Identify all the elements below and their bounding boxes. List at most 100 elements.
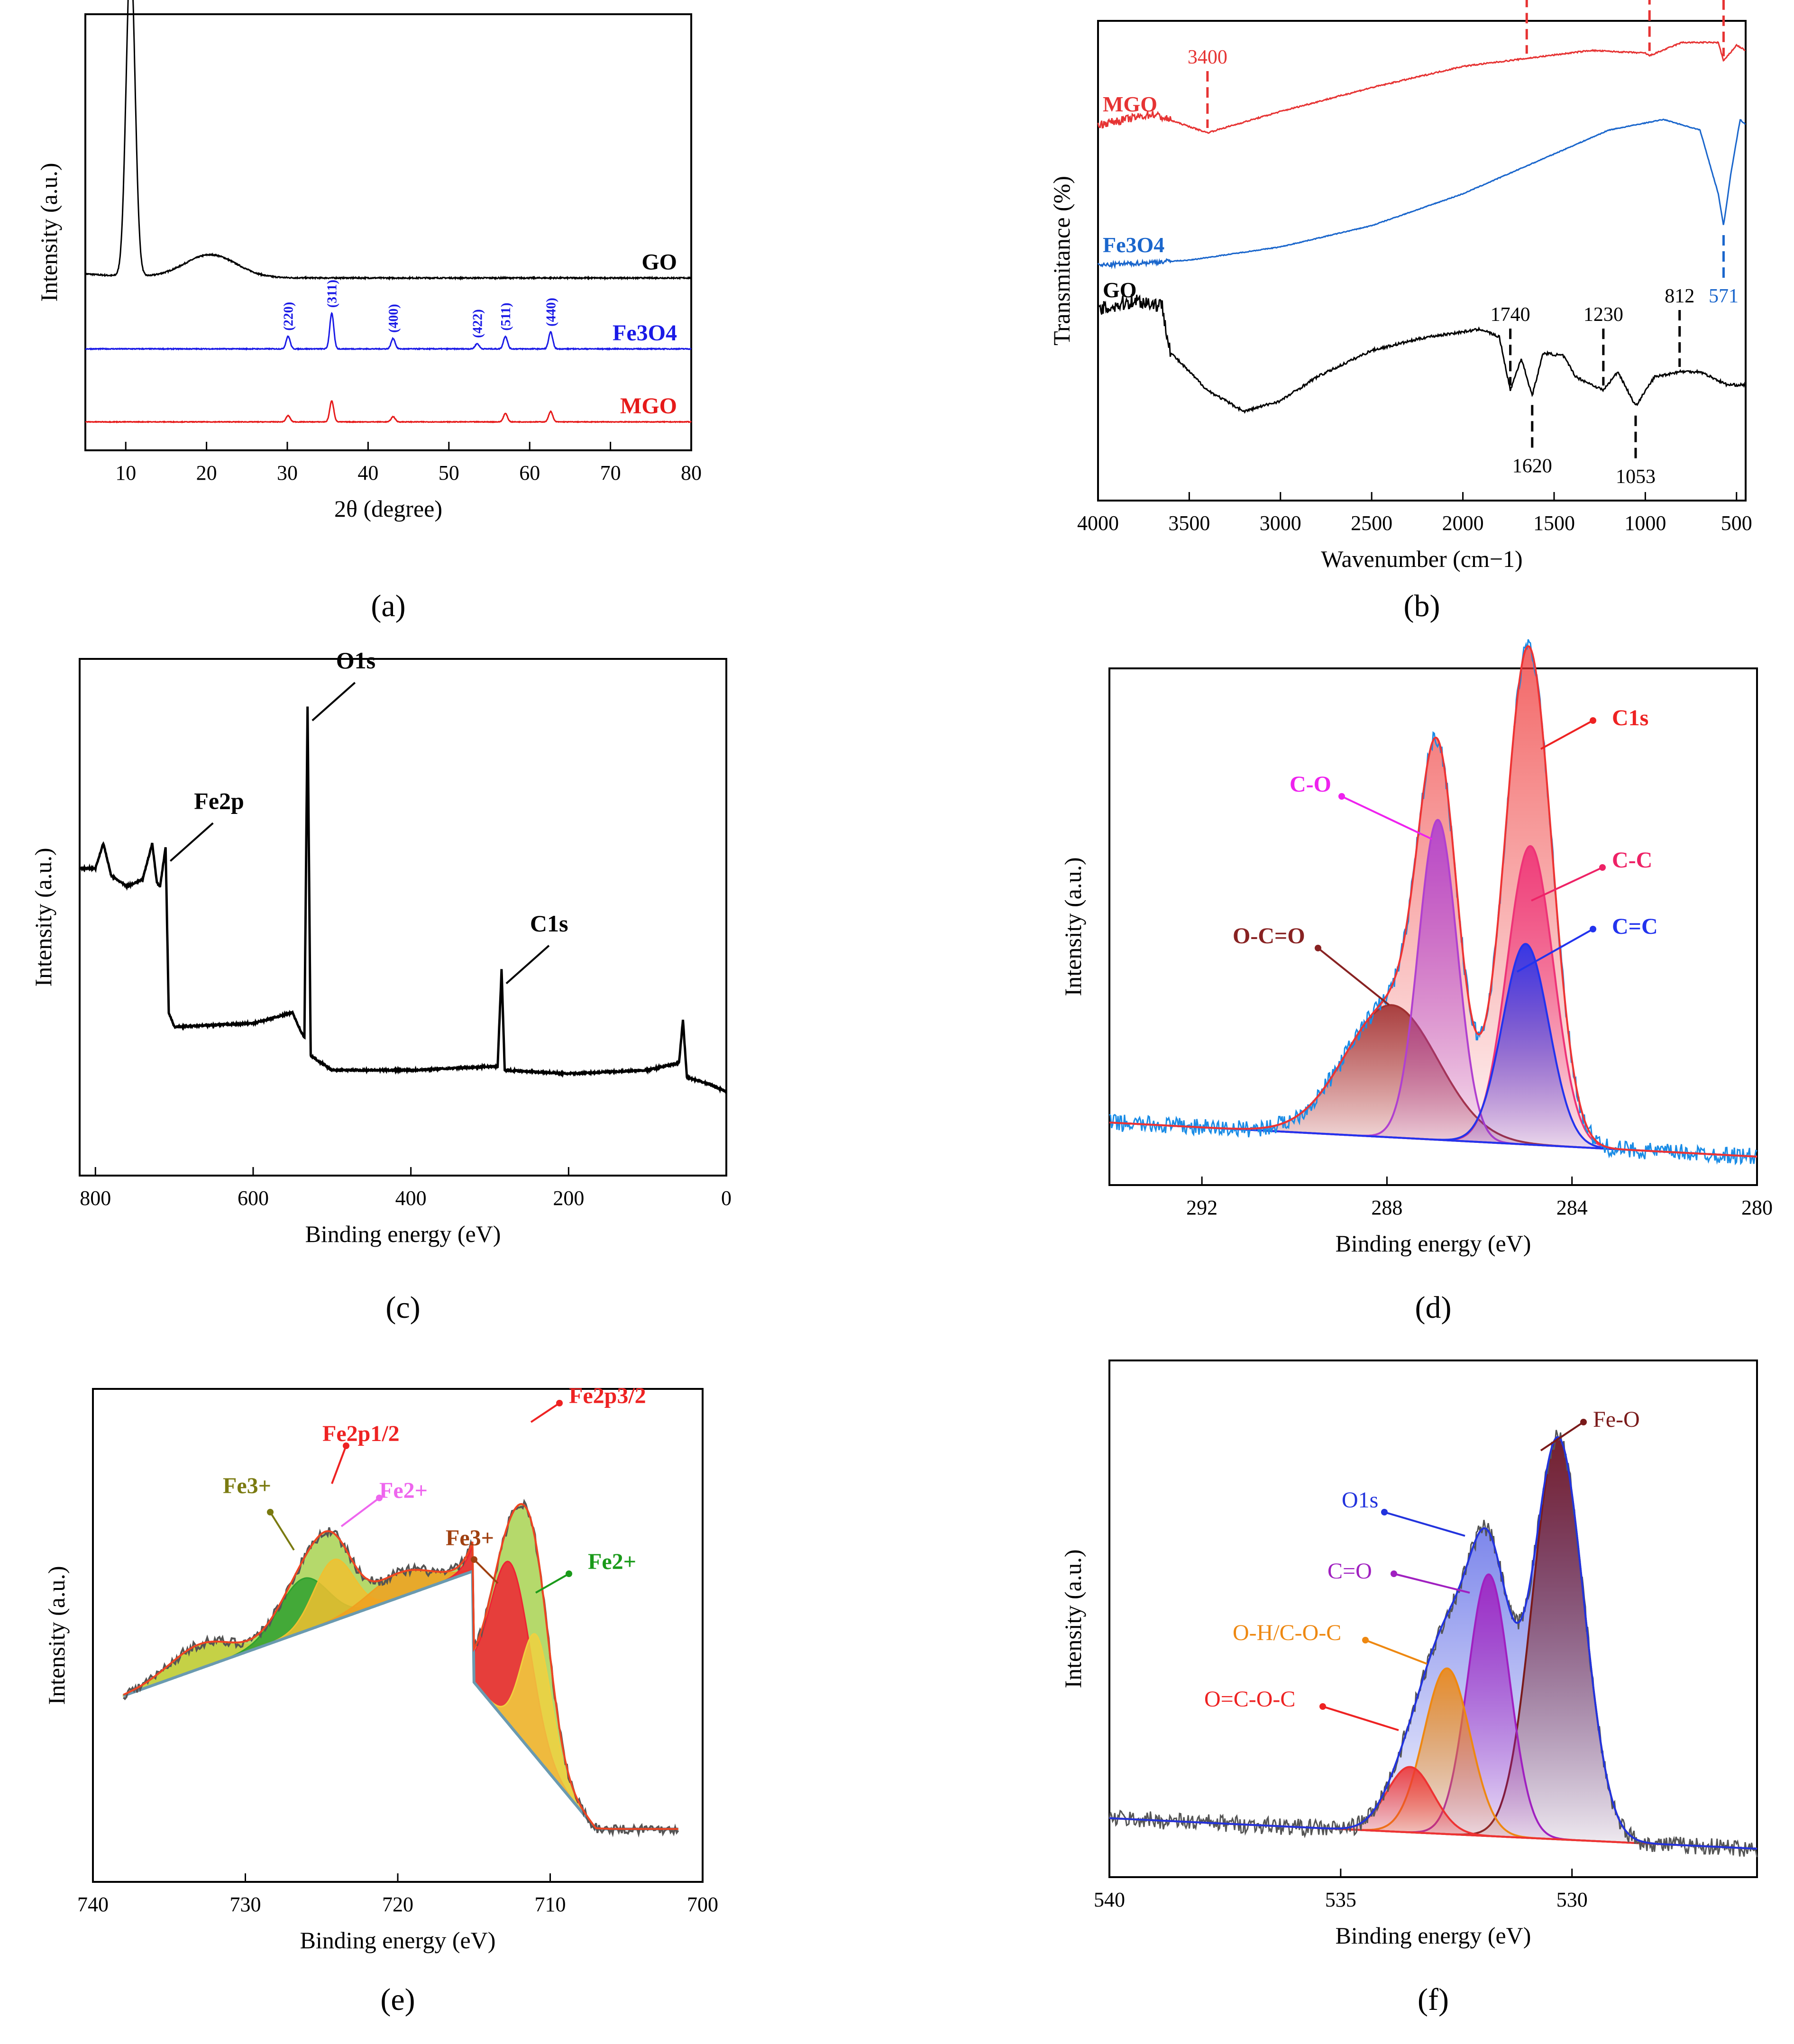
panel-d-plot-frame [1108, 667, 1758, 1186]
panel-e-label-pointer [473, 1559, 499, 1584]
panel-a-peak-label: (440) [544, 298, 559, 327]
panel-b-series-label: Fe3O4 [1103, 233, 1164, 257]
panel-e-component-label: Fe3+ [446, 1525, 494, 1551]
panel-e-label-pointer-head [376, 1495, 383, 1501]
panel-f-envelope-line [1109, 1436, 1757, 1850]
panel-d-x-tick-label: 288 [1371, 1196, 1402, 1219]
panel-f-label-pointer [1365, 1639, 1428, 1665]
panel-c-peak-pointer [169, 822, 214, 862]
panel-e-component-label: Fe2+ [588, 1549, 636, 1574]
panel-d-label-pointer [1531, 867, 1603, 902]
panel-e-label-pointer-head [267, 1509, 274, 1515]
panel-a-x-tick-label: 10 [115, 461, 136, 484]
panel-a-series-label: Fe3O4 [613, 320, 677, 346]
panel-a-x-tick-label: 50 [439, 461, 459, 484]
panel-d-label-pointer [1517, 928, 1593, 973]
panel-f-x-axis-label: Binding energy (eV) [1336, 1922, 1531, 1949]
panel-f-label-pointer [1540, 1421, 1584, 1451]
panel-e-fe2p-chart: 740 730 720 710 700 Binding energy (eV) Intens… [43, 1383, 718, 2017]
panel-b-x-tick-label: 500 [1721, 511, 1752, 535]
panel-f-label-pointer-head [1319, 1703, 1326, 1710]
panel-a-peak-label: (400) [386, 304, 401, 333]
panel-d-x-tick-label: 284 [1556, 1196, 1588, 1219]
panel-c-peak-label: O1s [336, 647, 375, 674]
panel-f-o1s-chart: 540 535 530 Binding energy (eV) Intensity (a… [1060, 1360, 1758, 2017]
panel-e-label-pointer [340, 1497, 380, 1527]
panel-a-series-go [84, 0, 692, 281]
panel-b-panel-caption: (b) [1404, 589, 1440, 623]
panel-d-envelope-line [1109, 645, 1757, 1158]
panel-b-marker-label: 1740 [1491, 304, 1530, 326]
panel-a-peak-label: (511) [499, 302, 513, 330]
panel-e-x-tick-label: 710 [535, 1893, 566, 1916]
panel-a-peak-label: (311) [325, 280, 340, 308]
panel-f-plot-frame [1108, 1360, 1758, 1878]
panel-a-x-tick-label: 30 [277, 461, 298, 484]
panel-e-x-tick-label: 700 [687, 1893, 718, 1916]
panel-a-panel-caption: (a) [371, 589, 405, 623]
panel-b-marker-label: 812 [1665, 285, 1694, 307]
panel-b-x-tick-label: 1500 [1533, 511, 1575, 535]
panel-d-label-pointer-head [1590, 717, 1596, 724]
panel-c-x-tick-label: 200 [553, 1186, 584, 1210]
panel-c-x-tick-label: 0 [721, 1186, 732, 1210]
panel-d-panel-caption: (d) [1415, 1290, 1452, 1325]
panel-e-label-pointer-head [556, 1400, 563, 1406]
panel-f-label-pointer [1322, 1706, 1399, 1731]
panel-d-label-pointer [1317, 947, 1390, 1006]
panel-b-x-tick-label: 3000 [1260, 511, 1301, 535]
panel-d-x-tick-label: 292 [1186, 1196, 1217, 1219]
panel-c-panel-caption: (c) [385, 1290, 420, 1325]
panel-d-x-axis-label: Binding energy (eV) [1336, 1230, 1531, 1257]
panel-e-x-tick-label: 740 [77, 1893, 109, 1916]
panel-d-component-label: C1s [1612, 705, 1648, 730]
panel-d-component-label: C-O [1290, 772, 1331, 797]
panel-a-x-tick-label: 80 [681, 461, 702, 484]
panel-a-series-label: MGO [620, 393, 677, 419]
panel-a-x-tick-label: 20 [196, 461, 217, 484]
panel-d-component-label: O-C=O [1233, 923, 1305, 949]
panel-a-x-axis-label: 2θ (degree) [334, 495, 442, 522]
panel-f-component-label: Fe-O [1593, 1407, 1640, 1432]
panel-a-x-tick-label: 40 [357, 461, 378, 484]
panel-b-marker-label: 1620 [1512, 455, 1552, 477]
panel-e-component-label: Fe2p3/2 [569, 1383, 646, 1408]
panel-f-component-label: C=O [1327, 1559, 1372, 1584]
panel-b-marker-label: 571 [1709, 285, 1739, 307]
panel-d-label-pointer-head [1315, 945, 1321, 951]
panel-b-plot-frame [1097, 20, 1747, 502]
panel-a-series-label: GO [641, 249, 677, 274]
panel-d-label-pointer [1540, 720, 1593, 750]
panel-c-peak-pointer [311, 682, 356, 721]
panel-d-label-pointer-head [1599, 864, 1606, 871]
panel-e-component-label: Fe2p1/2 [322, 1421, 400, 1446]
panel-e-panel-caption: (e) [380, 1982, 415, 2017]
panel-a-y-axis-label: Intensity (a.u.) [36, 163, 62, 302]
panel-e-component-label: Fe3+ [223, 1473, 271, 1498]
panel-f-x-tick-label: 530 [1556, 1888, 1588, 1911]
panel-a-plot-frame [84, 13, 692, 451]
panel-b-x-axis-label: Wavenumber (cm−1) [1321, 546, 1522, 572]
panel-c-x-tick-label: 600 [238, 1186, 269, 1210]
panel-b-x-tick-label: 1000 [1624, 511, 1666, 535]
panel-e-label-pointer [331, 1445, 347, 1484]
panel-b-marker-label: 3400 [1188, 46, 1227, 68]
panel-c-series-survey [78, 706, 728, 1094]
panel-d-label-pointer-head [1338, 793, 1345, 800]
panel-f-label-pointer-head [1580, 1419, 1587, 1425]
panel-c-x-tick-label: 800 [80, 1186, 111, 1210]
panel-e-x-tick-label: 720 [382, 1893, 413, 1916]
panel-c-plot-frame [79, 658, 727, 1177]
panel-c-y-axis-label: Intensity (a.u.) [30, 848, 56, 987]
panel-c-peak-pointer [505, 945, 550, 985]
panel-b-x-tick-label: 4000 [1077, 511, 1119, 535]
panel-e-y-axis-label: Intensity (a.u.) [43, 1566, 70, 1705]
panel-c-x-tick-label: 400 [395, 1186, 427, 1210]
panel-b-series-mgo [1097, 41, 1746, 134]
panel-c-xps-survey-chart: 800 600 400 200 0 Binding energy (eV) Intensit… [30, 647, 732, 1325]
panel-a-series-fe3o4 [85, 311, 692, 351]
panel-f-label-pointer-head [1391, 1570, 1397, 1577]
panel-b-series-label: GO [1103, 278, 1137, 302]
panel-b-series-go [1097, 294, 1746, 414]
